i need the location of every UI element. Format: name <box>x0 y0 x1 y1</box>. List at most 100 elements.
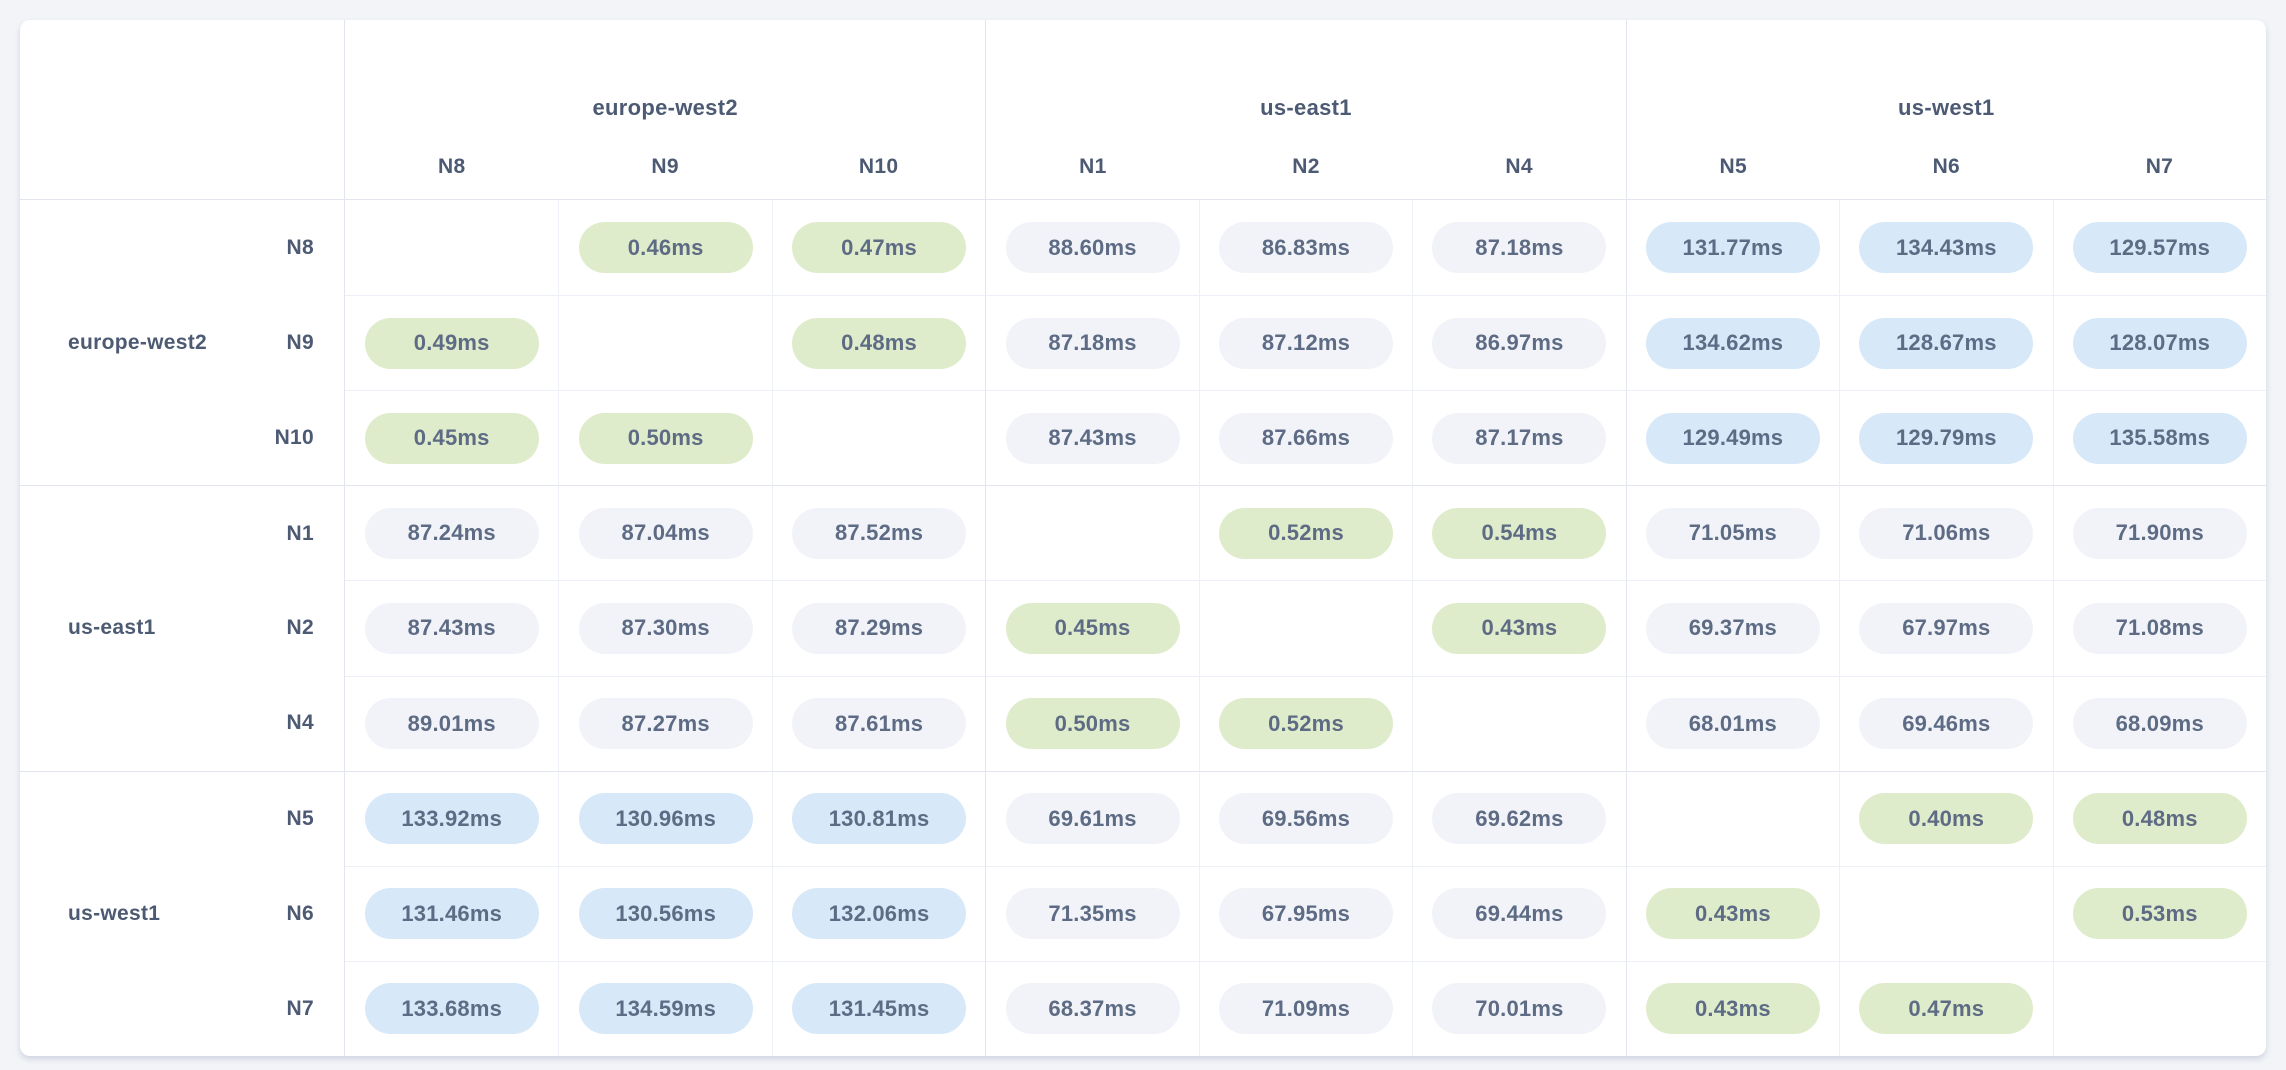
latency-cell: 0.54ms <box>1412 485 1626 581</box>
latency-pill: 69.56ms <box>1218 793 1393 845</box>
latency-cell: 0.48ms <box>2052 770 2266 866</box>
latency-cell: 130.81ms <box>771 770 986 866</box>
latency-pill: 130.81ms <box>792 793 967 845</box>
latency-pill: 130.96ms <box>578 793 753 845</box>
latency-cell: 128.67ms <box>1839 295 2053 391</box>
latency-cell: 135.58ms <box>2052 390 2266 486</box>
column-group-header: europe-west2 N8 N9 N10 <box>345 20 986 200</box>
latency-pill: 69.62ms <box>1432 793 1607 845</box>
latency-cell: 132.06ms <box>771 865 986 961</box>
latency-cell: 134.62ms <box>1625 295 1840 391</box>
column-node-row: N8 N9 N10 <box>345 155 985 179</box>
latency-pill: 67.95ms <box>1218 888 1393 940</box>
latency-cell: 130.56ms <box>558 865 772 961</box>
latency-pill: 69.37ms <box>1645 602 1820 654</box>
latency-pill: 128.67ms <box>1859 317 2034 369</box>
latency-pill: 129.79ms <box>1859 412 2034 464</box>
latency-cell: 69.62ms <box>1412 770 1626 866</box>
latency-pill: 0.48ms <box>2072 793 2247 845</box>
latency-cell: 88.60ms <box>985 200 1198 296</box>
latency-cell: 67.95ms <box>1198 865 1413 961</box>
column-region-label: us-east1 <box>1260 95 1352 120</box>
latency-pill: 132.06ms <box>792 888 967 940</box>
latency-cell: 0.50ms <box>558 390 772 486</box>
latency-cell: 71.08ms <box>2052 580 2266 676</box>
latency-cell: 133.92ms <box>345 770 559 866</box>
column-node-label: N4 <box>1505 155 1533 178</box>
latency-cell: 0.43ms <box>1412 580 1626 676</box>
latency-pill: 87.04ms <box>578 507 753 559</box>
latency-pill: 0.52ms <box>1218 507 1393 559</box>
latency-cell: 87.66ms <box>1198 390 1413 486</box>
column-region-label: europe-west2 <box>592 95 738 120</box>
row-node-label: N2 <box>286 616 314 640</box>
matrix-corner-cell <box>20 20 345 200</box>
latency-cell: 0.43ms <box>1625 960 1840 1056</box>
latency-pill: 0.53ms <box>2072 888 2247 940</box>
latency-cell: 0.50ms <box>985 675 1199 771</box>
latency-pill: 135.58ms <box>2072 412 2247 464</box>
latency-pill: 67.97ms <box>1859 602 2034 654</box>
latency-pill: 87.12ms <box>1218 317 1393 369</box>
latency-pill: 69.61ms <box>1005 793 1180 845</box>
column-node-label: N2 <box>1292 155 1320 178</box>
latency-cell: 0.53ms <box>2052 865 2266 961</box>
latency-cell <box>1839 865 2053 961</box>
latency-pill: 71.90ms <box>2072 507 2247 559</box>
latency-pill: 87.29ms <box>792 602 967 654</box>
latency-pill: 87.43ms <box>364 602 539 654</box>
latency-pill: 88.60ms <box>1005 222 1180 274</box>
latency-cell: 0.49ms <box>345 295 559 390</box>
latency-pill: 130.56ms <box>578 888 753 940</box>
latency-pill: 86.83ms <box>1218 222 1393 274</box>
latency-pill: 68.09ms <box>2072 698 2247 750</box>
latency-cell: 0.45ms <box>985 580 1199 676</box>
latency-pill: 0.43ms <box>1432 602 1607 654</box>
latency-cell: 0.40ms <box>1839 770 2053 866</box>
latency-cell <box>985 485 1199 581</box>
latency-pill: 0.48ms <box>792 317 967 369</box>
latency-cell <box>345 200 558 295</box>
latency-pill: 0.45ms <box>364 412 539 464</box>
latency-pill: 0.47ms <box>792 222 967 274</box>
row-node-label: N9 <box>286 330 314 354</box>
latency-pill: 71.06ms <box>1859 507 2034 559</box>
row-node-label: N7 <box>286 996 314 1020</box>
latency-cell: 71.06ms <box>1839 485 2053 581</box>
latency-cell: 69.61ms <box>985 770 1199 866</box>
row-node-label: N4 <box>286 711 314 735</box>
latency-cell <box>771 390 986 486</box>
latency-pill: 87.66ms <box>1218 412 1393 464</box>
column-node-row: N1 N2 N4 <box>986 155 1625 179</box>
row-node-label: N8 <box>286 235 314 259</box>
latency-cell: 87.43ms <box>985 390 1199 486</box>
row-node-label: N5 <box>286 807 314 831</box>
latency-pill: 71.35ms <box>1005 888 1180 940</box>
column-group-header: us-west1 N5 N6 N7 <box>1625 20 2266 200</box>
latency-pill: 133.68ms <box>364 983 539 1035</box>
latency-cell: 134.59ms <box>558 960 772 1056</box>
row-group-label: us-west1 N5 N6 N7 <box>20 770 345 1056</box>
row-group-label: europe-west2 N8 N9 N10 <box>20 200 345 486</box>
latency-pill: 69.46ms <box>1859 698 2034 750</box>
latency-cell: 131.77ms <box>1625 200 1839 296</box>
latency-pill: 70.01ms <box>1432 983 1607 1035</box>
latency-matrix-grid: europe-west2 N8 N9 N10 us-east1 N1 N2 N4 us-west… <box>20 20 2266 1056</box>
latency-cell: 87.27ms <box>558 675 772 771</box>
latency-pill: 71.05ms <box>1645 507 1820 559</box>
latency-cell: 86.97ms <box>1412 295 1626 391</box>
latency-pill: 87.24ms <box>364 507 539 559</box>
latency-cell: 130.96ms <box>558 770 772 866</box>
latency-cell: 68.37ms <box>985 960 1199 1056</box>
latency-pill: 134.62ms <box>1645 317 1820 369</box>
latency-cell: 67.97ms <box>1839 580 2053 676</box>
latency-cell: 70.01ms <box>1412 960 1626 1056</box>
latency-cell: 133.68ms <box>345 960 559 1056</box>
latency-pill: 128.07ms <box>2072 317 2247 369</box>
latency-cell: 131.46ms <box>345 865 559 961</box>
latency-cell: 69.37ms <box>1625 580 1840 676</box>
latency-pill: 0.46ms <box>578 222 753 274</box>
latency-cell <box>1412 675 1626 771</box>
latency-cell: 128.07ms <box>2052 295 2266 391</box>
latency-pill: 86.97ms <box>1432 317 1607 369</box>
